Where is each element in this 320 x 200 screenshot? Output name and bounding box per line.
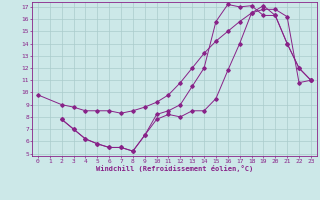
X-axis label: Windchill (Refroidissement éolien,°C): Windchill (Refroidissement éolien,°C) (96, 165, 253, 172)
